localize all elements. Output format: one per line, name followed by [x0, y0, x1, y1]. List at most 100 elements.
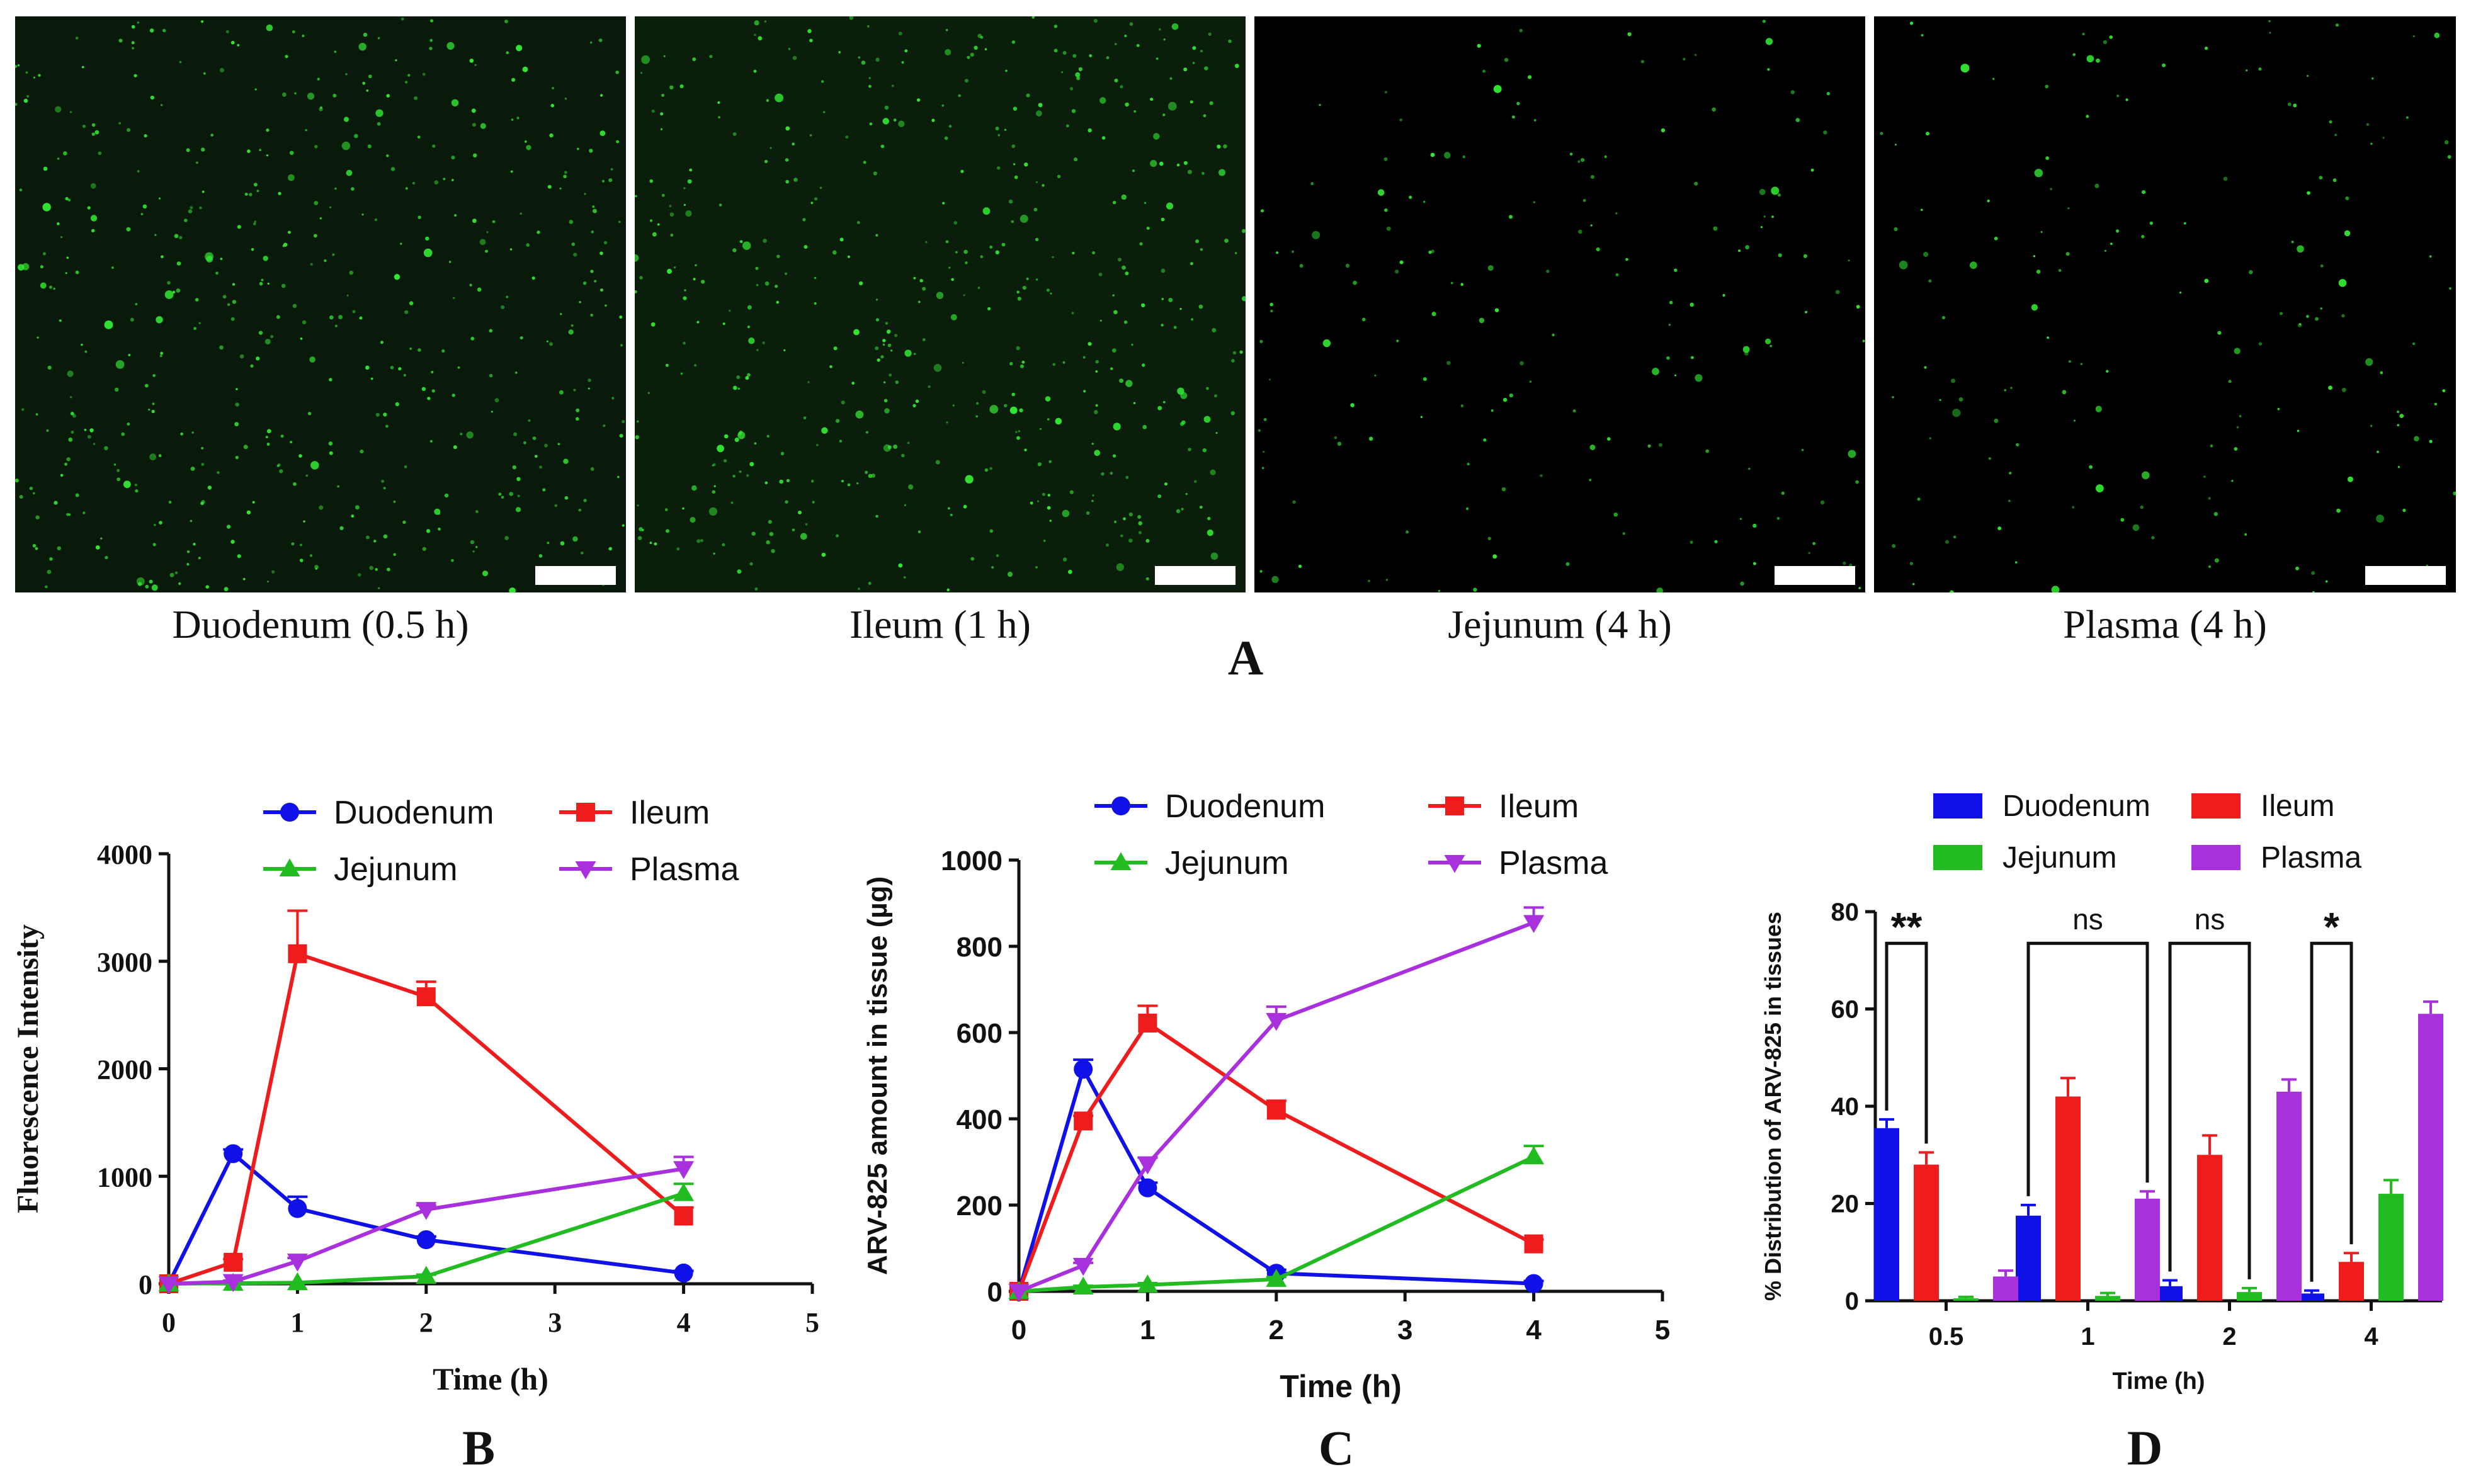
- fluorescent-particle: [1969, 261, 1977, 269]
- fluorescent-particle: [571, 324, 574, 327]
- fluorescent-particle: [1098, 273, 1103, 276]
- fluorescent-particle: [950, 513, 953, 516]
- fluorescent-particle: [472, 218, 477, 224]
- fluorescent-particle: [2442, 389, 2446, 392]
- fluorescent-particle: [1141, 303, 1145, 308]
- legend-label: Ileum: [2261, 790, 2334, 823]
- fluorescent-particle: [2095, 405, 2102, 412]
- fluorescent-particle: [1777, 193, 1781, 197]
- legend-label: Duodenum: [334, 795, 494, 831]
- fluorescent-particle: [470, 540, 475, 545]
- fluorescent-particle: [1144, 201, 1147, 204]
- fluorescent-particle: [438, 513, 441, 515]
- x-tick-label: 0: [1011, 1315, 1026, 1345]
- fluorescent-particle: [821, 552, 826, 557]
- fluorescent-particle: [207, 485, 212, 490]
- fluorescent-particle: [991, 566, 994, 569]
- fluorescent-particle: [989, 405, 999, 414]
- fluorescent-particle: [373, 540, 377, 543]
- fluorescent-particle: [615, 71, 619, 74]
- fluorescent-particle: [2109, 35, 2113, 39]
- fluorescent-particle: [1270, 309, 1273, 313]
- micrograph-duodenum: [15, 16, 626, 592]
- fluorescent-particle: [641, 55, 650, 64]
- data-point-plasma: [1137, 1156, 1158, 1175]
- fluorescent-particle: [267, 581, 270, 583]
- fluorescent-particle: [1062, 51, 1067, 55]
- fluorescent-particle: [486, 231, 489, 234]
- fluorescent-particle: [1125, 102, 1129, 107]
- fluorescent-particle: [482, 570, 488, 577]
- fluorescent-particle: [1994, 236, 1998, 241]
- data-point-jejunum: [1072, 1276, 1094, 1295]
- x-tick-label: 1: [2081, 1323, 2094, 1351]
- fluorescent-particle: [1049, 519, 1052, 522]
- fluorescent-particle: [2105, 249, 2106, 252]
- fluorescent-particle: [901, 61, 904, 64]
- fluorescent-particle: [278, 191, 281, 195]
- fluorescent-particle: [719, 203, 722, 207]
- fluorescent-particle: [190, 519, 193, 523]
- fluorescent-particle: [557, 443, 560, 445]
- fluorescent-particle: [770, 147, 772, 149]
- fluorescent-particle: [898, 120, 905, 127]
- fluorescent-particle: [380, 341, 383, 344]
- fluorescent-particle: [1045, 396, 1051, 402]
- fluorescent-particle: [904, 504, 906, 507]
- fluorescent-particle: [317, 77, 320, 81]
- fluorescent-particle: [712, 490, 716, 494]
- fluorescent-particle: [266, 443, 270, 446]
- y-tick-label: 3000: [97, 947, 152, 978]
- fluorescent-particle: [1385, 91, 1387, 94]
- fluorescent-particle: [696, 320, 700, 324]
- fluorescent-particle: [2287, 102, 2292, 106]
- series-plasma: [158, 1155, 695, 1294]
- fluorescent-particle: [1928, 279, 1932, 283]
- fluorescent-particle: [1209, 101, 1213, 105]
- x-axis-label: Time (h): [2112, 1368, 2205, 1395]
- fluorescent-particle: [329, 206, 332, 208]
- fluorescent-particle: [1771, 186, 1780, 195]
- fluorescent-particle: [749, 562, 753, 566]
- fluorescent-particle: [995, 250, 999, 254]
- fluorescent-particle: [599, 251, 603, 256]
- scale-bar: [1775, 566, 1855, 585]
- y-tick-label: 400: [957, 1104, 1003, 1135]
- fluorescent-particle: [219, 345, 224, 350]
- fluorescent-particle: [492, 220, 496, 224]
- fluorescent-particle: [247, 149, 251, 153]
- fluorescent-particle: [1054, 25, 1058, 28]
- fluorescent-particle: [494, 398, 499, 402]
- fluorescent-particle: [894, 334, 898, 337]
- fluorescent-particle: [1123, 517, 1126, 521]
- fluorescent-particle: [491, 411, 493, 413]
- fluorescent-particle: [2045, 156, 2049, 161]
- fluorescent-particle: [2376, 514, 2384, 523]
- fluorescent-particle: [1921, 208, 1923, 212]
- fluorescent-particle: [290, 441, 293, 444]
- fluorescent-particle: [2236, 426, 2239, 429]
- fluorescent-particle: [783, 349, 786, 352]
- fluorescent-particle: [1465, 507, 1469, 511]
- micrograph-ileum: [635, 16, 1246, 592]
- fluorescent-particle: [1467, 462, 1470, 466]
- legend-marker: [1445, 796, 1464, 815]
- fluorescent-particle: [161, 104, 163, 106]
- fluorescent-particle: [1528, 75, 1532, 79]
- y-tick-label: 800: [957, 932, 1003, 963]
- fluorescent-particle: [280, 434, 284, 438]
- fluorescent-particle: [980, 255, 984, 259]
- fluorescent-particle: [72, 414, 76, 418]
- fluorescent-particle: [2142, 190, 2146, 195]
- fluorescent-particle: [1239, 350, 1243, 354]
- fluorescent-particle: [1924, 366, 1927, 369]
- fluorescent-particle: [188, 209, 193, 213]
- fluorescent-particle: [1394, 269, 1399, 274]
- y-tick-label: 80: [1831, 898, 1860, 926]
- significance-label: ns: [2195, 903, 2225, 936]
- fluorescent-particle: [2280, 312, 2283, 315]
- fluorescent-particle: [829, 365, 832, 368]
- fluorescent-particle: [315, 567, 317, 570]
- data-point-duodenum: [1524, 1274, 1543, 1293]
- fluorescent-particle: [1310, 182, 1314, 186]
